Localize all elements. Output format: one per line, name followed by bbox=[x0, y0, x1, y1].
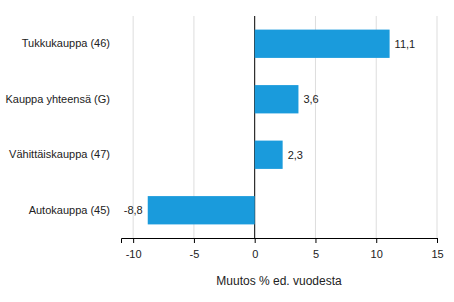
tick: 10 bbox=[371, 238, 383, 260]
y-axis: Tukkukauppa (46) Kauppa yhteensä (G) Vähit… bbox=[5, 37, 110, 216]
tick-label: -5 bbox=[190, 248, 200, 260]
chart: 11,1 3,6 2,3 -8,8 -10 -5 0 5 10 15 Tukkukauppa (46… bbox=[0, 0, 454, 302]
category-label: Tukkukauppa (46) bbox=[22, 37, 110, 49]
x-axis-title: Muutos % ed. vuodesta bbox=[216, 274, 342, 288]
tick: 5 bbox=[313, 238, 319, 260]
bar bbox=[255, 30, 390, 58]
x-axis-line bbox=[122, 239, 438, 244]
tick: -10 bbox=[126, 238, 142, 260]
tick: Autokauppa (45) bbox=[29, 204, 110, 216]
category-label: Autokauppa (45) bbox=[29, 204, 110, 216]
grid bbox=[133, 16, 437, 238]
bar bbox=[148, 196, 255, 224]
tick-mark bbox=[376, 238, 377, 243]
data-label: 11,1 bbox=[395, 38, 416, 50]
grid-line bbox=[437, 16, 438, 238]
data-labels: 11,1 3,6 2,3 -8,8 bbox=[124, 38, 415, 217]
tick-mark bbox=[133, 238, 134, 243]
tick: 15 bbox=[431, 238, 443, 260]
tick: Vähittäiskauppa (47) bbox=[9, 148, 110, 160]
tick-label: 0 bbox=[252, 248, 258, 260]
tick-mark bbox=[315, 238, 316, 243]
bars bbox=[148, 30, 390, 225]
bar bbox=[255, 141, 283, 169]
tick: Tukkukauppa (46) bbox=[22, 37, 110, 49]
data-label: 3,6 bbox=[303, 93, 318, 105]
data-label: -8,8 bbox=[124, 204, 143, 216]
tick-label: 5 bbox=[313, 248, 319, 260]
tick-mark bbox=[255, 238, 256, 243]
tick: -5 bbox=[190, 238, 200, 260]
tick-label: -10 bbox=[126, 248, 142, 260]
data-label: 2,3 bbox=[288, 149, 303, 161]
tick-label: 15 bbox=[431, 248, 443, 260]
category-label: Kauppa yhteensä (G) bbox=[5, 93, 110, 105]
bar bbox=[255, 85, 299, 113]
tick: Kauppa yhteensä (G) bbox=[5, 93, 110, 105]
tick-label: 10 bbox=[371, 248, 383, 260]
x-axis: -10 -5 0 5 10 15 bbox=[122, 238, 444, 260]
tick: 0 bbox=[252, 238, 258, 260]
tick-mark bbox=[437, 238, 438, 243]
tick-mark bbox=[194, 238, 195, 243]
category-label: Vähittäiskauppa (47) bbox=[9, 148, 110, 160]
